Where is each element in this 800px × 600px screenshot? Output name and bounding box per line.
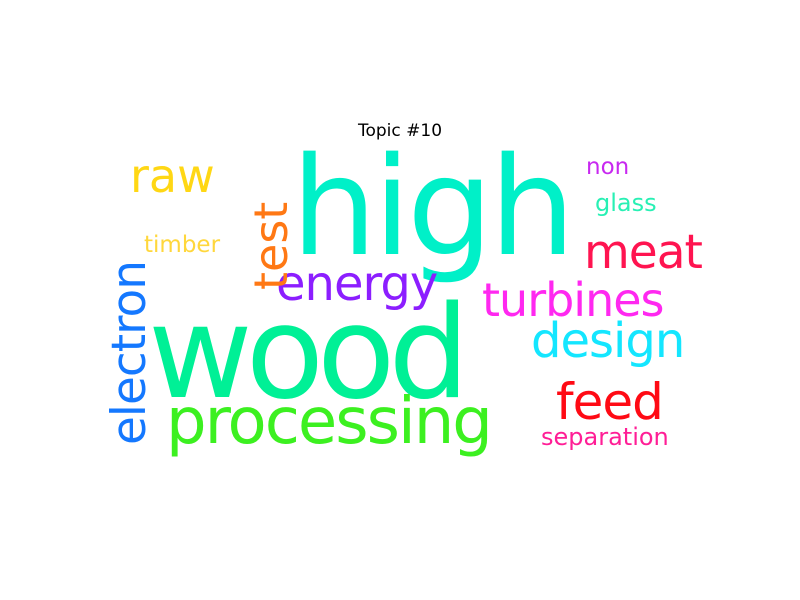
word-turbines: turbines (482, 273, 665, 327)
word-timber: timber (144, 232, 221, 258)
word-separation: separation (541, 423, 669, 451)
word-electron: electron (102, 261, 157, 445)
word-high: high (291, 129, 576, 287)
word-processing: processing (166, 385, 493, 459)
word-non: non (586, 154, 630, 180)
word-glass: glass (595, 189, 657, 217)
word-raw: raw (130, 149, 215, 203)
word-energy: energy (276, 256, 438, 312)
word-wood: wood (148, 279, 470, 428)
chart-title: Topic #10 (357, 121, 443, 141)
word-design: design (531, 313, 685, 369)
word-meat: meat (584, 225, 703, 280)
word-test: test (244, 201, 298, 290)
word-feed: feed (556, 373, 664, 431)
